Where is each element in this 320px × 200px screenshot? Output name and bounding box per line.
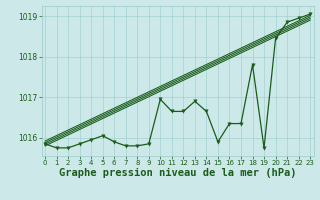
X-axis label: Graphe pression niveau de la mer (hPa): Graphe pression niveau de la mer (hPa): [59, 168, 296, 178]
